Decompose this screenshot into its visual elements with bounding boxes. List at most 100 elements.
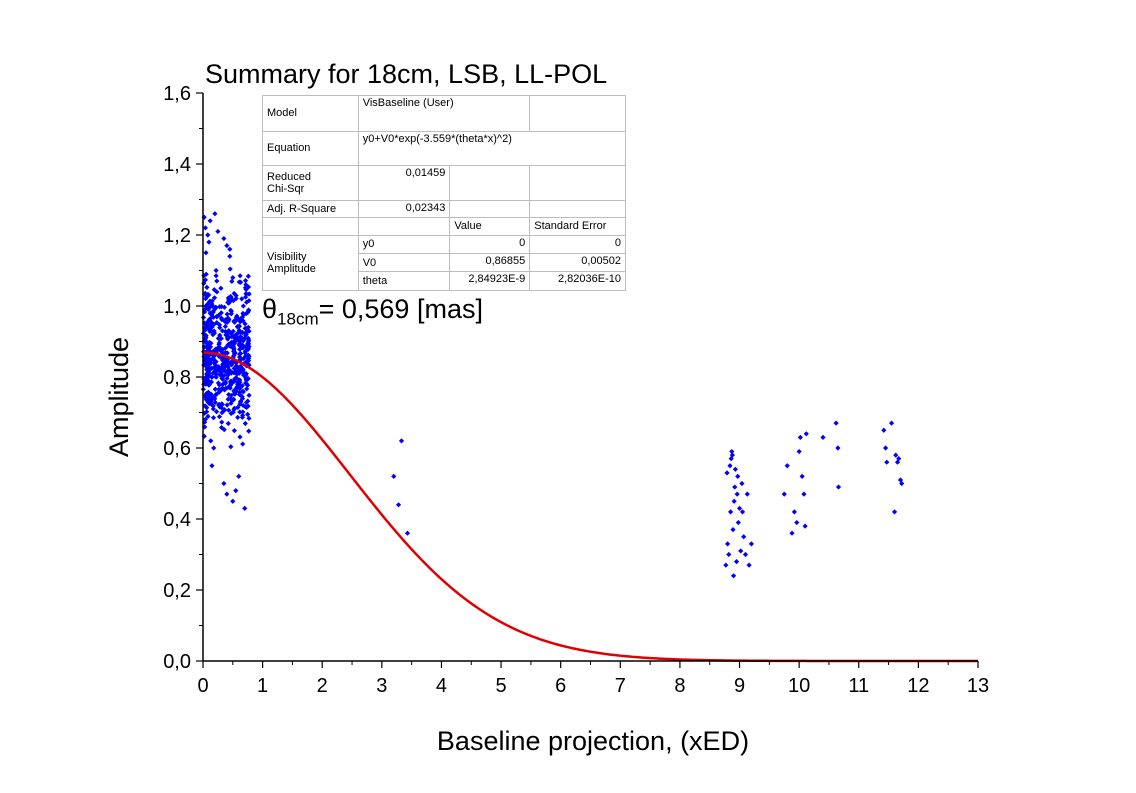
data-point xyxy=(230,328,236,334)
data-point xyxy=(237,346,243,352)
data-point xyxy=(221,356,228,362)
x-tick-label: 12 xyxy=(907,675,929,697)
data-point xyxy=(209,324,215,330)
data-point xyxy=(233,292,239,299)
y-axis-label: Amplitude xyxy=(104,337,134,457)
data-point xyxy=(246,415,252,421)
data-point xyxy=(896,456,902,462)
data-point xyxy=(240,389,246,395)
data-point xyxy=(220,361,226,367)
chart-title: Summary for 18cm, LSB, LL-POL xyxy=(205,59,607,89)
data-point xyxy=(224,375,230,381)
data-point xyxy=(799,473,805,479)
data-point xyxy=(202,403,208,409)
data-point xyxy=(802,523,808,529)
y-tick-label: 0,4 xyxy=(163,509,191,531)
data-point xyxy=(228,370,234,376)
data-point xyxy=(729,452,735,458)
data-point xyxy=(794,519,800,526)
data-point xyxy=(231,290,237,297)
data-point xyxy=(223,363,229,369)
y-tick-label: 0,6 xyxy=(163,438,191,460)
data-point xyxy=(240,310,246,316)
data-point xyxy=(234,313,240,319)
data-point xyxy=(210,353,216,359)
data-point xyxy=(222,350,228,356)
data-point xyxy=(202,327,208,333)
data-point xyxy=(210,314,217,320)
data-point xyxy=(240,345,246,351)
data-point xyxy=(230,275,236,281)
adj-r-value: 0,02343 xyxy=(357,199,451,219)
data-point xyxy=(235,404,241,410)
data-point xyxy=(216,402,222,408)
data-point xyxy=(211,360,217,366)
data-point xyxy=(226,366,232,373)
data-point xyxy=(226,334,232,340)
data-point xyxy=(216,389,222,395)
data-point xyxy=(242,505,248,511)
data-point xyxy=(212,386,218,392)
data-point xyxy=(216,414,223,420)
data-point xyxy=(237,330,244,336)
data-points xyxy=(200,211,905,579)
data-point xyxy=(236,279,242,285)
data-point xyxy=(781,491,787,497)
empty-cell xyxy=(357,217,451,236)
data-point xyxy=(227,378,234,384)
data-point xyxy=(237,369,243,376)
data-point xyxy=(209,311,215,318)
data-point xyxy=(224,311,230,317)
data-point xyxy=(894,459,901,465)
theta-value: = 0,569 [mas] xyxy=(318,294,483,324)
data-point xyxy=(230,498,236,504)
data-point xyxy=(202,393,209,399)
data-point xyxy=(733,559,740,565)
data-point xyxy=(219,375,225,381)
data-point xyxy=(228,307,234,313)
data-point xyxy=(227,253,233,259)
data-point xyxy=(202,352,208,358)
data-point xyxy=(245,307,252,313)
data-point xyxy=(202,416,208,422)
data-point xyxy=(727,509,734,515)
data-point xyxy=(246,291,252,297)
data-point xyxy=(203,381,209,387)
data-point xyxy=(201,410,208,416)
data-point xyxy=(231,318,237,324)
data-point xyxy=(203,250,209,256)
data-point xyxy=(245,273,251,279)
param-name: V0 xyxy=(357,252,451,273)
data-point xyxy=(730,573,737,579)
data-point xyxy=(211,328,217,334)
empty-cell xyxy=(529,164,626,201)
data-point xyxy=(835,445,841,451)
data-point xyxy=(820,434,826,440)
empty-cell xyxy=(262,217,359,236)
data-point xyxy=(221,480,227,487)
data-point xyxy=(234,384,240,390)
group-label-line2: Amplitude xyxy=(267,262,316,275)
data-point xyxy=(218,285,224,291)
data-point xyxy=(243,331,249,337)
data-point xyxy=(801,491,807,497)
data-point xyxy=(205,389,211,395)
data-point xyxy=(231,347,237,353)
data-point xyxy=(391,473,397,479)
data-point xyxy=(219,349,225,355)
data-point xyxy=(803,431,809,437)
data-point xyxy=(797,434,803,440)
theta-annotation: θ18cm= 0,569 [mas] xyxy=(262,294,483,329)
data-point xyxy=(237,392,244,398)
data-point xyxy=(209,321,215,327)
data-point xyxy=(218,315,225,321)
data-point xyxy=(237,273,243,279)
data-point xyxy=(217,347,223,353)
y-tick-label: 0,0 xyxy=(163,651,191,673)
data-point xyxy=(882,445,889,451)
data-point xyxy=(209,298,215,304)
data-point xyxy=(202,309,208,315)
data-point xyxy=(224,402,230,408)
param-stderr: 0,00502 xyxy=(529,252,626,273)
